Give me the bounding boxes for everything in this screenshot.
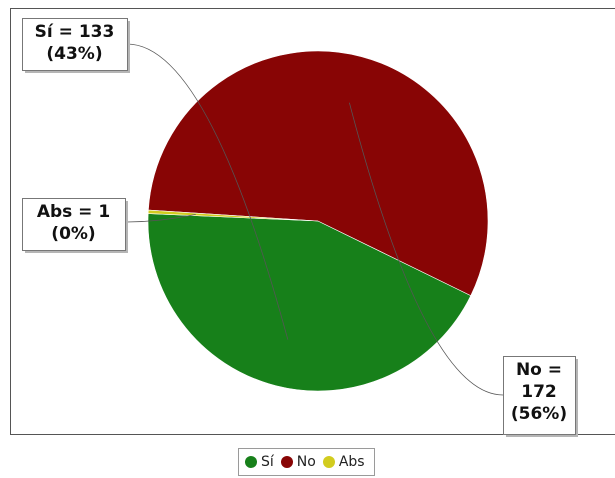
legend-swatch-no [280,456,293,468]
slice-label-no-line2: 172 [521,382,557,402]
label-box-abs [22,198,126,251]
slice-labels: Sí = 133(43%) No =172(56%) Abs = 1(0%) [22,18,578,437]
legend-item-si: Sí [245,454,274,470]
leader-line-no [348,102,504,396]
slice-label-si-line1: Sí = 133 [35,22,115,42]
leader-line-abs [124,214,196,223]
slice-label-si-line2: (43%) [46,44,102,64]
legend: Sí No Abs [238,448,375,476]
slice-label-abs-line1: Abs = 1 [37,202,110,222]
legend-label-si: Sí [261,454,274,470]
slice-label-no-line3: (56%) [511,404,567,424]
slice-label-no-line1: No = [516,360,562,380]
legend-label-no: No [296,454,316,470]
chart-area: Sí = 133(43%) No =172(56%) Abs = 1(0%) [10,8,615,437]
label-box-si [22,18,128,71]
pie-slice-no [148,50,489,297]
pie [147,50,489,392]
leader-line-si [126,43,289,340]
legend-item-no: No [280,454,316,470]
legend-label-abs: Abs [338,454,365,470]
label-box-no [503,356,576,435]
legend-item-abs: Abs [322,454,365,470]
label-leader-lines [124,43,504,396]
slice-label-abs-line2: (0%) [51,224,95,244]
legend-swatch-abs [322,456,335,468]
pie-slice-si [147,213,472,392]
legend-swatch-si [245,456,257,468]
pie-slice-abs [147,209,319,222]
